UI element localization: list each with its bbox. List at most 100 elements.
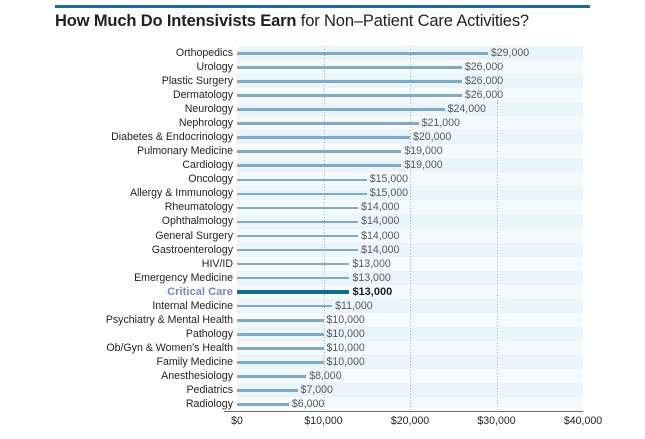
category-label: Emergency Medicine — [134, 271, 233, 284]
category-label: Internal Medicine — [152, 299, 233, 312]
bar — [237, 122, 419, 125]
gridline — [496, 46, 498, 411]
category-label: Pediatrics — [186, 383, 233, 396]
value-label: $14,000 — [361, 215, 400, 228]
table-row: General Surgery $14,000 — [0, 229, 645, 244]
category-label: Nephrology — [178, 117, 233, 130]
table-row: Critical Care $13,000 — [0, 285, 645, 300]
bar — [237, 290, 350, 294]
category-label: Plastic Surgery — [161, 75, 233, 88]
bar — [237, 346, 324, 350]
table-row: Psychiatry & Mental Health $10,000 — [0, 313, 645, 328]
value-label: $29,000 — [490, 47, 530, 59]
bar — [237, 108, 445, 111]
value-label: $24,000 — [447, 103, 486, 116]
category-label: Urology — [196, 61, 233, 74]
value-label: $13,000 — [352, 271, 391, 284]
bar — [237, 332, 324, 336]
category-label: Allergy & Immunology — [129, 187, 233, 200]
x-tick-label: $30,000 — [477, 415, 516, 427]
bar — [237, 276, 350, 280]
table-row: Family Medicine $10,000 — [0, 355, 645, 370]
table-row: Cardiology $19,000 — [0, 158, 645, 173]
table-row: Ophthalmology $14,000 — [0, 214, 645, 229]
bar — [237, 192, 367, 196]
title-rule — [55, 5, 590, 8]
value-label: $10,000 — [326, 355, 365, 368]
category-label: Pathology — [185, 327, 233, 340]
value-label: $13,000 — [352, 285, 393, 298]
value-label: $15,000 — [369, 187, 409, 200]
table-row: Emergency Medicine $13,000 — [0, 271, 645, 286]
table-row: Ob/Gyn & Women's Health $10,000 — [0, 341, 645, 356]
category-label: General Surgery — [155, 229, 233, 242]
bar — [237, 94, 462, 97]
table-row: Anesthesiology $8,000 — [0, 369, 645, 384]
page-title-rest: for Non–Patient Care Activities? — [296, 12, 529, 30]
category-label: Ob/Gyn & Women's Health — [106, 341, 233, 354]
category-label: Gastroenterology — [151, 243, 233, 256]
category-label: Rheumatology — [164, 201, 233, 214]
bar — [237, 262, 350, 266]
value-label: $14,000 — [361, 243, 400, 256]
category-label: Pulmonary Medicine — [137, 145, 233, 158]
x-axis-line — [224, 411, 583, 412]
category-label: Cardiology — [182, 159, 233, 172]
x-tick-label: $0 — [231, 415, 243, 427]
table-row: Internal Medicine $11,000 — [0, 299, 645, 314]
category-label: Diabetes & Endocrinology — [111, 131, 233, 144]
value-label: $21,000 — [421, 117, 460, 130]
table-row: Allergy & Immunology $15,000 — [0, 186, 645, 201]
table-row: Diabetes & Endocrinology $20,000 — [0, 130, 645, 145]
bar — [237, 234, 359, 238]
value-label: $11,000 — [335, 299, 373, 312]
bar — [237, 403, 289, 406]
value-label: $15,000 — [369, 173, 409, 186]
value-label: $19,000 — [404, 159, 443, 172]
category-label: Family Medicine — [156, 355, 233, 368]
bar — [237, 361, 324, 364]
value-label: $13,000 — [352, 257, 391, 270]
category-label: Dermatology — [172, 89, 233, 102]
bar — [237, 206, 359, 210]
bar — [237, 164, 402, 168]
category-label: Orthopedics — [175, 47, 233, 59]
value-label: $26,000 — [464, 75, 504, 88]
page-title: How Much Do Intensivists Earn for Non–Pa… — [55, 11, 635, 31]
table-row: Rheumatology $14,000 — [0, 200, 645, 215]
value-label: $20,000 — [413, 131, 452, 144]
x-tick-label: $40,000 — [563, 415, 603, 427]
gridline — [410, 46, 411, 411]
bar-rows: Orthopedics $29,000 Urology $26,000 Plastic … — [0, 46, 645, 411]
value-label: $26,000 — [464, 61, 504, 74]
table-row: Nephrology $21,000 — [0, 116, 645, 131]
value-label: $7,000 — [300, 383, 333, 396]
category-label: Ophthalmology — [161, 215, 233, 228]
value-label: $26,000 — [464, 89, 504, 102]
value-label: $14,000 — [361, 229, 400, 242]
category-label: Anesthesiology — [161, 369, 233, 382]
table-row: Dermatology $26,000 — [0, 88, 645, 103]
x-tick-label: $10,000 — [304, 415, 343, 427]
table-row: Pulmonary Medicine $19,000 — [0, 144, 645, 159]
category-label: Critical Care — [167, 285, 233, 298]
bar — [237, 150, 402, 154]
category-label: Psychiatry & Mental Health — [105, 313, 233, 326]
table-row: Radiology $6,000 — [0, 397, 645, 412]
table-row: Pathology $10,000 — [0, 327, 645, 342]
table-row: Urology $26,000 — [0, 60, 645, 75]
value-label: $14,000 — [361, 201, 400, 214]
bar — [237, 52, 488, 55]
value-label: $10,000 — [326, 327, 365, 340]
value-label: $8,000 — [309, 369, 342, 382]
bar — [237, 389, 298, 392]
category-label: Oncology — [188, 173, 233, 186]
table-row: Plastic Surgery $26,000 — [0, 74, 645, 89]
value-label: $6,000 — [291, 397, 325, 410]
table-row: HIV/ID $13,000 — [0, 257, 645, 272]
value-label: $19,000 — [404, 145, 443, 158]
table-row: Pediatrics $7,000 — [0, 383, 645, 398]
bar — [237, 178, 367, 182]
bar — [237, 304, 333, 308]
